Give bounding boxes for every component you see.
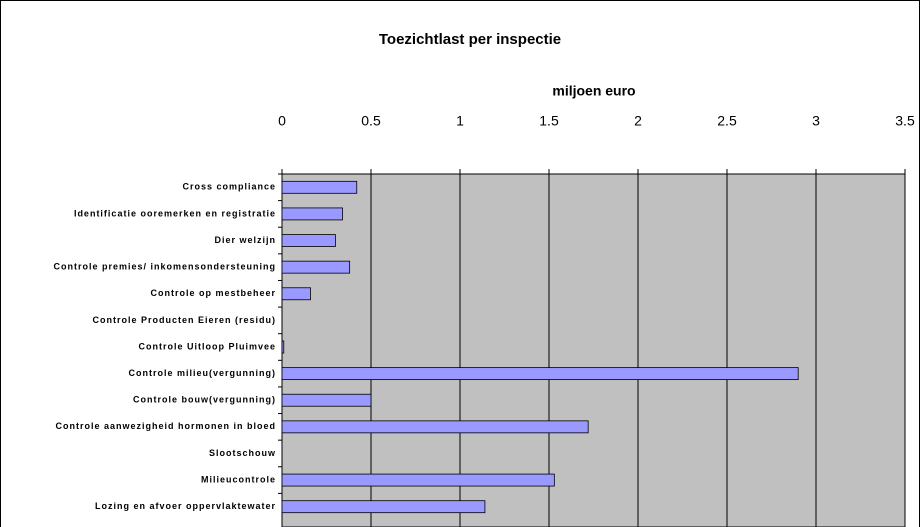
bar	[281, 420, 589, 434]
bar	[281, 340, 285, 354]
y-tick-label: Lozing en afvoer oppervlaktewater	[95, 501, 276, 511]
bar	[281, 180, 358, 194]
bar	[281, 287, 311, 301]
y-tick-label: Controle op mestbeheer	[150, 288, 276, 298]
x-tick-label: 0	[278, 113, 286, 129]
y-tick-label: Controle bouw(vergunning)	[133, 395, 276, 405]
y-tick-label: Dier welzijn	[214, 235, 276, 245]
y-tick-label: Identificatie ooremerken en registratie	[74, 208, 276, 218]
y-tick-label: Controle Uitloop Pluimvee	[138, 341, 276, 351]
bar	[281, 473, 555, 487]
x-axis-label: miljoen euro	[552, 83, 635, 99]
plot-area	[281, 173, 906, 527]
x-tick-label: 2.5	[717, 113, 737, 129]
y-tick-label: Controle Producten Eieren (residu)	[92, 315, 276, 325]
y-tick-label: Milieucontrole	[201, 474, 276, 484]
x-tick-label: 2	[634, 113, 642, 129]
x-tick-label: 3.5	[895, 113, 915, 129]
y-tick-label: Controle aanwezigheid hormonen in bloed	[55, 421, 276, 431]
bar	[281, 367, 799, 381]
y-tick-label: Controle premies/ inkomensondersteuning	[53, 262, 276, 272]
x-tick-label: 0.5	[361, 113, 381, 129]
bar	[281, 207, 343, 221]
y-tick-label: Controle milieu(vergunning)	[129, 368, 277, 378]
chart-title: Toezichtlast per inspectie	[379, 31, 561, 48]
bar	[281, 260, 351, 274]
bar	[281, 393, 372, 407]
x-tick-label: 1	[456, 113, 464, 129]
y-tick-label: Cross compliance	[182, 182, 276, 192]
bar	[281, 234, 336, 247]
x-tick-label: 1.5	[539, 113, 559, 129]
x-tick-label: 3	[812, 113, 820, 129]
y-tick-label: Slootschouw	[209, 448, 276, 458]
bar	[281, 500, 486, 514]
